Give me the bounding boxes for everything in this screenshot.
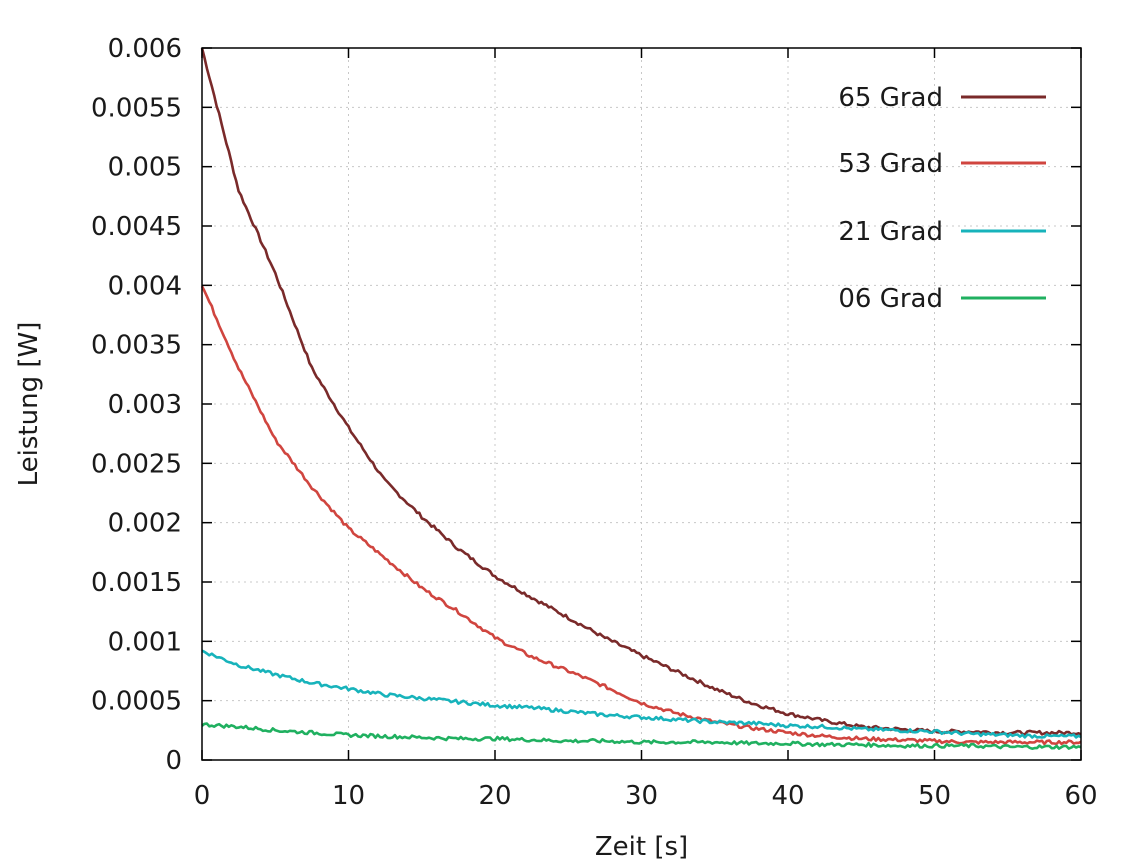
legend-label: 53 Grad: [838, 149, 943, 179]
y-tick-label: 0.0025: [91, 449, 182, 479]
grid-lines: [202, 48, 1081, 760]
x-tick-label: 40: [771, 781, 804, 811]
y-tick-labels: 0 0.0005 0.001 0.0015 0.002 0.0025 0.003 0.0035…: [91, 34, 182, 776]
x-tick-label: 50: [918, 781, 951, 811]
y-tick-label: 0.002: [108, 509, 182, 539]
legend-label: 65 Grad: [838, 83, 943, 113]
x-tick-labels: 0 10 20 30 40 50 60: [194, 781, 1098, 811]
x-axis-title: Zeit [s]: [595, 832, 688, 862]
axis-ticks: [201, 47, 1082, 761]
y-tick-label: 0.001: [108, 627, 182, 657]
x-tick-label: 0: [194, 781, 211, 811]
series-line: [201, 649, 1082, 739]
x-tick-label: 30: [625, 781, 658, 811]
series-line: [201, 722, 1082, 751]
legend-label: 21 Grad: [838, 217, 943, 247]
y-tick-label: 0.0045: [91, 212, 182, 242]
y-axis-title: Leistung [W]: [14, 322, 44, 487]
x-tick-label: 10: [332, 781, 365, 811]
y-tick-label: 0.0015: [91, 568, 182, 598]
y-tick-label: 0.004: [108, 271, 182, 301]
y-tick-label: 0.0055: [91, 93, 182, 123]
y-tick-label: 0: [165, 746, 182, 776]
series-line: [200, 285, 1082, 746]
y-tick-label: 0.005: [108, 153, 182, 183]
x-tick-label: 60: [1064, 781, 1097, 811]
legend: 65 Grad 53 Grad 21 Grad 06 Grad: [838, 83, 1046, 314]
series-layer: [200, 47, 1082, 751]
y-tick-label: 0.0035: [91, 331, 182, 361]
y-tick-label: 0.003: [108, 390, 182, 420]
x-tick-label: 20: [478, 781, 511, 811]
y-tick-label: 0.0005: [91, 687, 182, 717]
legend-label: 06 Grad: [838, 284, 943, 314]
y-tick-label: 0.006: [108, 34, 182, 64]
